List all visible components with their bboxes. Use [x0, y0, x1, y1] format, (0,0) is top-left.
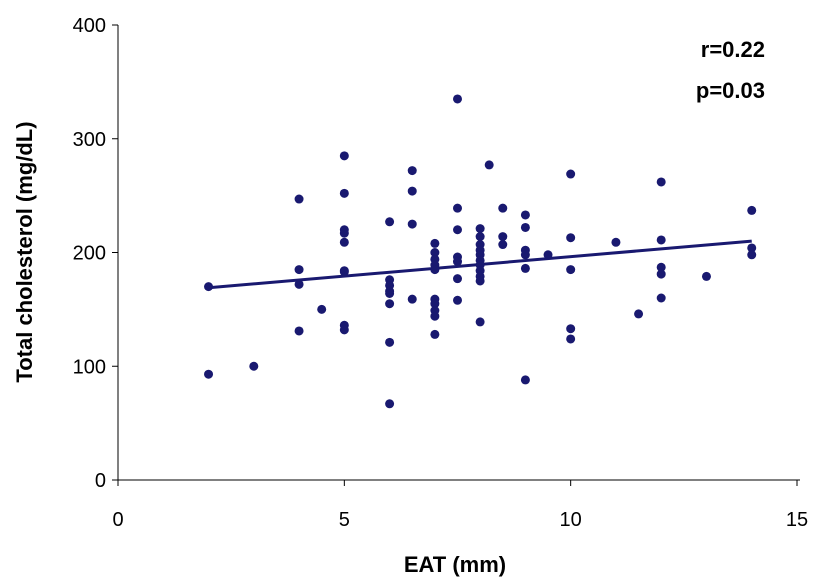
data-point: [339, 267, 349, 277]
data-point: [484, 160, 494, 170]
data-point: [453, 257, 462, 267]
data-point: [453, 203, 462, 213]
data-point: [430, 248, 440, 257]
y-tick-label: 200: [73, 243, 106, 265]
data-point: [453, 295, 462, 305]
data-point: [385, 217, 395, 227]
x-tick-label: 0: [112, 509, 123, 531]
data-point: [498, 203, 508, 213]
data-point: [453, 94, 462, 104]
x-tick-label: 15: [786, 509, 808, 531]
data-point: [339, 188, 349, 198]
data-point: [453, 225, 462, 235]
p-value-label: p=0.03: [696, 78, 765, 103]
y-axis-title: Total cholesterol (mg/dL): [12, 121, 37, 382]
data-point: [407, 166, 417, 176]
data-point: [543, 250, 553, 260]
data-point: [498, 232, 508, 242]
data-point: [339, 151, 349, 161]
data-point: [430, 299, 440, 309]
data-point: [566, 233, 576, 243]
data-point: [520, 375, 530, 385]
data-point: [294, 326, 304, 336]
data-point: [566, 169, 576, 179]
data-point: [339, 228, 349, 238]
y-tick-label: 0: [95, 470, 106, 492]
data-point: [475, 276, 485, 286]
data-point: [430, 329, 440, 339]
data-point: [656, 262, 666, 272]
x-tick-label: 5: [339, 509, 350, 531]
x-axis-title: EAT (mm): [404, 552, 506, 577]
data-point: [566, 324, 576, 334]
data-point: [453, 274, 462, 284]
data-point: [430, 265, 440, 275]
correlation-label: r=0.22: [701, 37, 765, 62]
data-point: [656, 235, 666, 245]
data-point: [204, 369, 214, 379]
data-point: [475, 232, 485, 242]
data-point: [385, 399, 395, 409]
data-point: [498, 240, 508, 250]
data-point: [294, 194, 304, 204]
data-point: [566, 265, 576, 275]
data-point: [249, 361, 259, 371]
x-tick-label: 10: [560, 509, 582, 531]
data-point: [566, 334, 576, 344]
tick-labels: 0 5 10 15 0 100 200 300 400: [73, 15, 809, 531]
data-point: [656, 293, 666, 303]
data-point: [656, 269, 666, 279]
data-point: [634, 309, 644, 319]
data-point: [656, 177, 666, 187]
data-point: [701, 271, 711, 281]
data-point: [407, 294, 417, 304]
data-point: [317, 304, 327, 314]
y-tick-label: 100: [73, 356, 106, 378]
data-point: [385, 337, 395, 347]
axis-ticks: [112, 24, 798, 486]
data-point: [407, 186, 417, 196]
y-tick-label: 300: [73, 129, 106, 151]
data-points: [204, 94, 757, 409]
data-point: [339, 237, 349, 247]
data-point: [475, 224, 485, 234]
data-point: [520, 250, 530, 260]
data-point: [520, 210, 530, 220]
data-point: [430, 311, 440, 321]
data-point: [520, 263, 530, 273]
data-point: [520, 222, 530, 232]
data-point: [747, 243, 757, 253]
data-point: [294, 279, 304, 289]
data-point: [747, 250, 757, 260]
data-point: [611, 237, 621, 247]
data-point: [339, 325, 349, 335]
data-point: [385, 299, 395, 309]
data-point: [407, 219, 417, 229]
data-point: [294, 265, 304, 275]
data-point: [475, 317, 485, 327]
data-point: [747, 205, 757, 215]
data-point: [204, 282, 214, 292]
data-point: [385, 288, 395, 298]
data-point: [430, 238, 440, 248]
y-tick-label: 400: [73, 15, 106, 37]
